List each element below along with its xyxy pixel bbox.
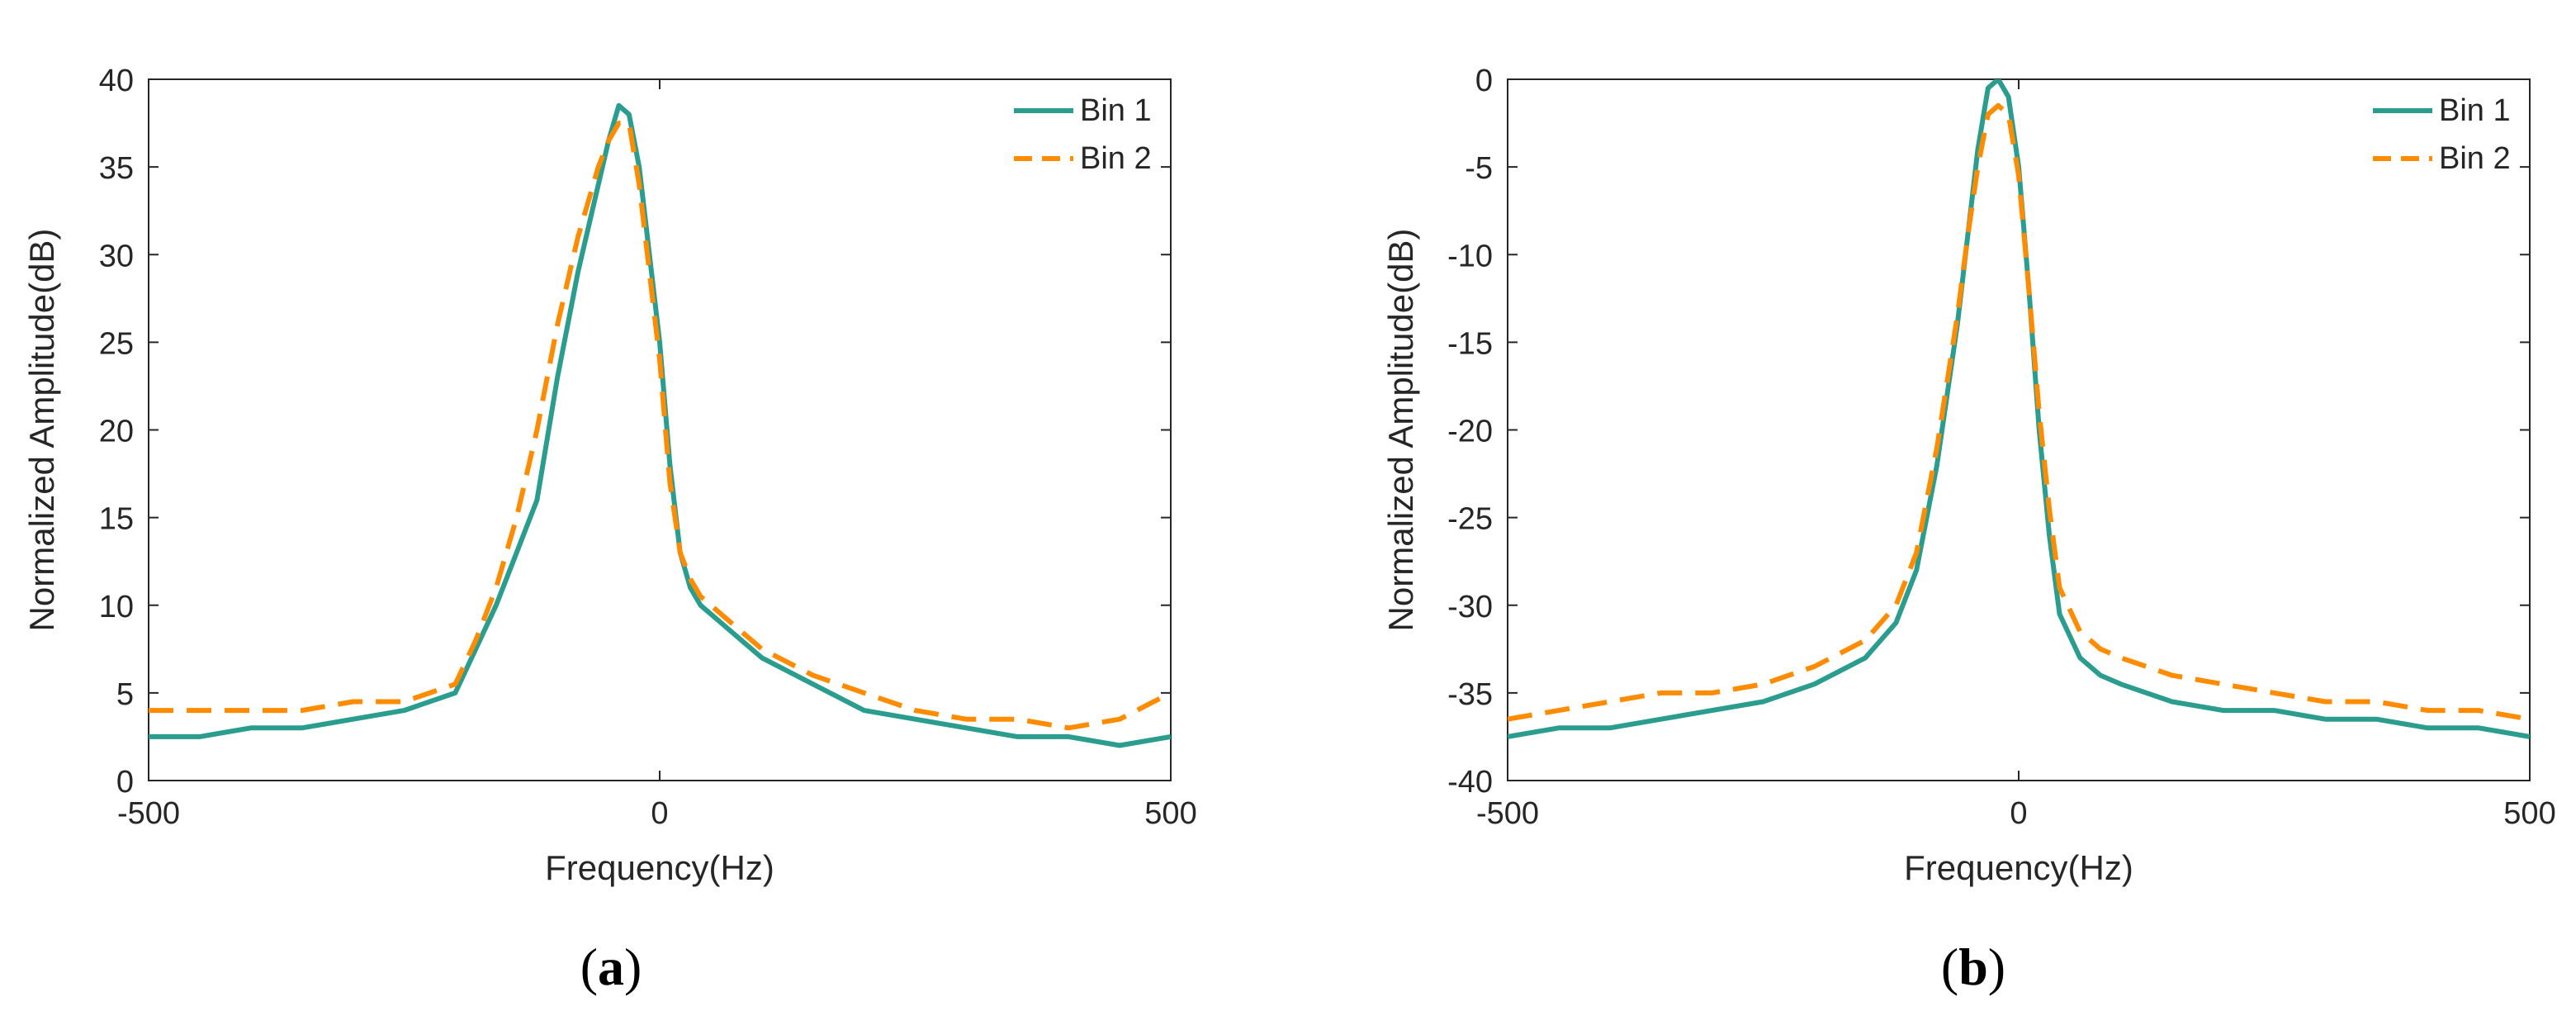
panel-b-ytick-label: -25 (1447, 502, 1493, 537)
panel-b-xtick-label: -500 (1476, 796, 1539, 831)
panel-a-legend-label-1: Bin 1 (1080, 93, 1152, 128)
panel-a-ytick-label: 40 (99, 64, 134, 98)
panel-b-plot: -40 -35 -30 -25 -20 -15 -10 -5 0 -500 0 500 Frequenc… (1381, 64, 2556, 887)
panel-b-xlabel: Frequency(Hz) (1904, 848, 2133, 887)
panel-a-ytick-label: 35 (99, 151, 134, 186)
panel-b-ytick-label: -20 (1447, 415, 1493, 449)
panel-a-caption: (a) (580, 937, 642, 996)
panel-a-ytick-label: 20 (99, 415, 134, 449)
panel-b-caption: (b) (1941, 937, 2005, 996)
panel-a-xlabel: Frequency(Hz) (545, 848, 774, 887)
panel-b-ytick-label: 0 (1475, 64, 1493, 98)
panel-a-ytick-label: 25 (99, 326, 134, 361)
panel-b-ytick-label: -15 (1447, 326, 1493, 361)
panel-b-legend-label-2: Bin 2 (2439, 141, 2511, 176)
panel-a-ytick-label: 10 (99, 590, 134, 624)
panel-a-ytick-label: 0 (116, 765, 134, 800)
panel-b-ytick-label: -40 (1447, 765, 1493, 800)
panel-a-series-bin-2-line (149, 121, 1171, 731)
panel-b-legend-label-1: Bin 1 (2439, 93, 2511, 128)
panel-a-ytick-label: 5 (116, 677, 134, 712)
panel-b-ylabel: Normalized Amplitude(dB) (1381, 229, 1420, 632)
panel-b-xtick-label: 0 (2010, 796, 2027, 831)
panel-a-ytick-label: 15 (99, 502, 134, 537)
panel-b-ytick-label: -5 (1465, 151, 1493, 186)
panel-a-series-bin-1-line (149, 102, 1171, 748)
panel-a-xtick-label: 0 (651, 796, 668, 831)
panel-b-xtick-label: 500 (2503, 796, 2555, 831)
panel-a-xtick-label: 500 (1144, 796, 1196, 831)
panel-b-ytick-label: -10 (1447, 239, 1493, 273)
panel-b-ytick-label: -30 (1447, 590, 1493, 624)
panel-a-axes-box (148, 78, 1172, 781)
panel-a-ytick-label: 30 (99, 239, 134, 273)
panel-b: -40 -35 -30 -25 -20 -15 -10 -5 0 -500 0 500 Frequenc… (1381, 64, 2556, 996)
panel-a-ylabel: Normalized Amplitude(dB) (22, 229, 61, 632)
panel-b-ytick-label: -35 (1447, 677, 1493, 712)
panel-a-legend-label-2: Bin 2 (1080, 141, 1152, 176)
panel-b-series-bin-2-line (1508, 102, 2530, 722)
panel-a-xtick-label: -500 (117, 796, 180, 831)
panel-b-series-bin-1-line (1508, 79, 2530, 739)
